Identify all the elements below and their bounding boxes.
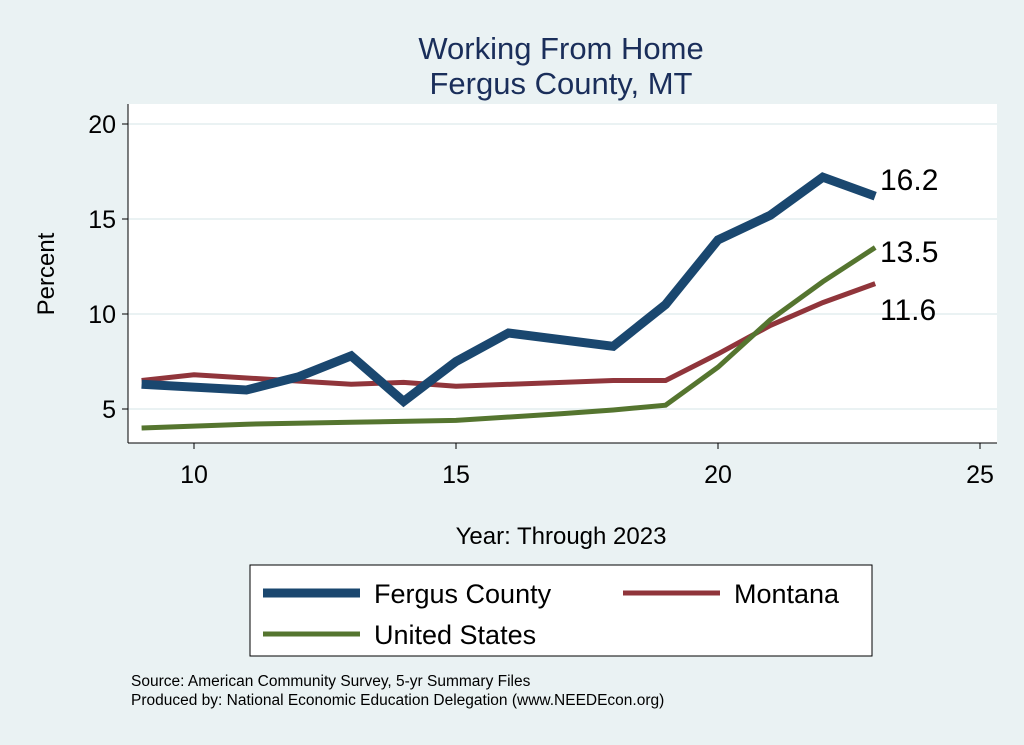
end-value-label: 16.2 xyxy=(880,164,938,197)
y-tick-label: 10 xyxy=(88,301,116,329)
x-tick-label: 25 xyxy=(966,461,994,489)
legend-label: United States xyxy=(374,620,536,650)
end-value-label: 13.5 xyxy=(880,236,938,269)
y-axis-label: Percent xyxy=(33,232,60,315)
x-tick-label: 20 xyxy=(704,461,732,489)
source-note: Source: American Community Survey, 5-yr … xyxy=(131,673,531,690)
y-tick-label: 5 xyxy=(102,396,116,424)
x-tick-label: 10 xyxy=(180,461,208,489)
y-tick-label: 20 xyxy=(88,111,116,139)
chart-title: Working From Home xyxy=(418,31,703,66)
chart-subtitle: Fergus County, MT xyxy=(429,66,692,101)
legend-label: Montana xyxy=(734,579,840,609)
y-tick-label: 15 xyxy=(88,206,116,234)
end-value-label: 11.6 xyxy=(880,294,936,327)
legend-label: Fergus County xyxy=(374,579,552,609)
x-axis-label: Year: Through 2023 xyxy=(456,523,667,550)
producer-note: Produced by: National Economic Education… xyxy=(131,692,665,709)
x-tick-label: 15 xyxy=(442,461,470,489)
plot-area xyxy=(128,104,997,443)
legend xyxy=(249,564,873,657)
